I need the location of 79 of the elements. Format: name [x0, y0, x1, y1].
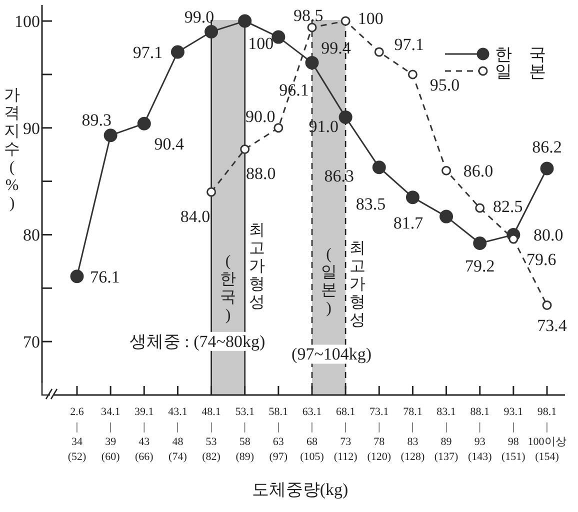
data-label: 96.1 [279, 80, 309, 100]
x-tick-label: 83.1 | 89 (137) [434, 406, 459, 463]
y-tick-label: 80 [23, 226, 40, 245]
data-label: 79.2 [464, 256, 495, 276]
data-label: 80.0 [534, 226, 564, 245]
legend-label: 일 본 [495, 62, 546, 81]
point [240, 144, 250, 154]
point [307, 22, 317, 32]
data-label: 99.0 [184, 8, 214, 27]
annotation: (97~104kg) [292, 344, 372, 364]
point [473, 236, 487, 250]
point [442, 166, 452, 176]
y-tick-label: 70 [23, 332, 40, 352]
point [305, 56, 319, 70]
data-label: 79.6 [526, 250, 556, 269]
data-label: 91.0 [308, 117, 338, 136]
x-tick-label: 2.6 | 34 (52) [68, 406, 86, 463]
x-axis-title: 도체중량(kg) [252, 480, 348, 499]
point [440, 210, 454, 224]
point [137, 116, 151, 130]
x-tick-label: 39.1 | 43 (66) [134, 406, 154, 463]
band-label: (일본) [320, 246, 337, 317]
point [104, 128, 118, 142]
data-label: 76.1 [90, 267, 120, 286]
data-label: 100 [248, 34, 274, 54]
point [542, 300, 552, 310]
data-label: 81.7 [393, 214, 424, 233]
annotation: 생체중 : (74~80kg) [129, 332, 266, 351]
point [372, 160, 386, 174]
data-label: 84.0 [180, 206, 210, 226]
point [475, 203, 485, 213]
data-label: 100 [358, 9, 384, 28]
point [206, 187, 216, 197]
x-tick-label: 58.1 | 63 (97) [268, 406, 288, 463]
point [204, 24, 218, 38]
x-tick-label: 78.1 | 83 (128) [400, 406, 425, 463]
x-tick-label: 93.1 | 98 (151) [502, 406, 526, 463]
data-label: 98.5 [294, 6, 324, 26]
point [170, 45, 184, 59]
data-label: 99.4 [321, 38, 352, 58]
x-tick-label: 98.1 | 100이상 (154) [528, 406, 566, 463]
data-label: 82.5 [492, 197, 523, 216]
band-label: (한국) [220, 253, 236, 324]
data-label: 73.4 [537, 316, 568, 336]
x-tick-label: 34.1 | 39 (60) [100, 406, 120, 463]
data-label: 90.0 [246, 106, 276, 126]
data-label: 88.0 [246, 164, 276, 184]
y-tick-label: 90 [23, 118, 40, 138]
point [374, 47, 384, 57]
annotation: 최고가형성 [248, 222, 265, 311]
x-tick-label: 53.1 | 58 (89) [235, 406, 254, 463]
point [408, 70, 418, 80]
data-label: 86.3 [324, 166, 354, 186]
data-label: 89.3 [82, 110, 112, 130]
data-label: 86.0 [463, 162, 494, 181]
point [340, 16, 350, 26]
x-tick-label: 43.1 | 48 (74) [168, 406, 188, 463]
point [238, 14, 252, 28]
point [274, 123, 284, 133]
y-tick-label: 100 [14, 12, 40, 32]
data-label: 90.4 [154, 134, 185, 154]
point [272, 30, 286, 44]
data-label: 97.1 [132, 43, 163, 62]
legend-label: 한 국 [495, 45, 546, 64]
point [540, 162, 554, 176]
x-tick-label: 68.1 | 73 (112) [334, 406, 358, 463]
x-tick-label: 48.1 | 53 (82) [202, 406, 221, 463]
annotation: 최고가형성 [350, 240, 366, 329]
x-tick-label: 88.1 | 93 (143) [468, 406, 492, 463]
y-axis-title: 가격지수(%) [4, 87, 20, 212]
data-label: 97.1 [394, 35, 424, 54]
data-label: 83.5 [356, 194, 386, 214]
point [70, 270, 84, 284]
point [338, 110, 352, 124]
x-tick-label: 63.1 | 68 (105) [300, 406, 324, 463]
x-tick-label: 73.1 | 78 (120) [367, 406, 392, 463]
data-label: 86.2 [532, 137, 562, 156]
point [406, 190, 420, 204]
data-label: 95.0 [430, 75, 460, 94]
